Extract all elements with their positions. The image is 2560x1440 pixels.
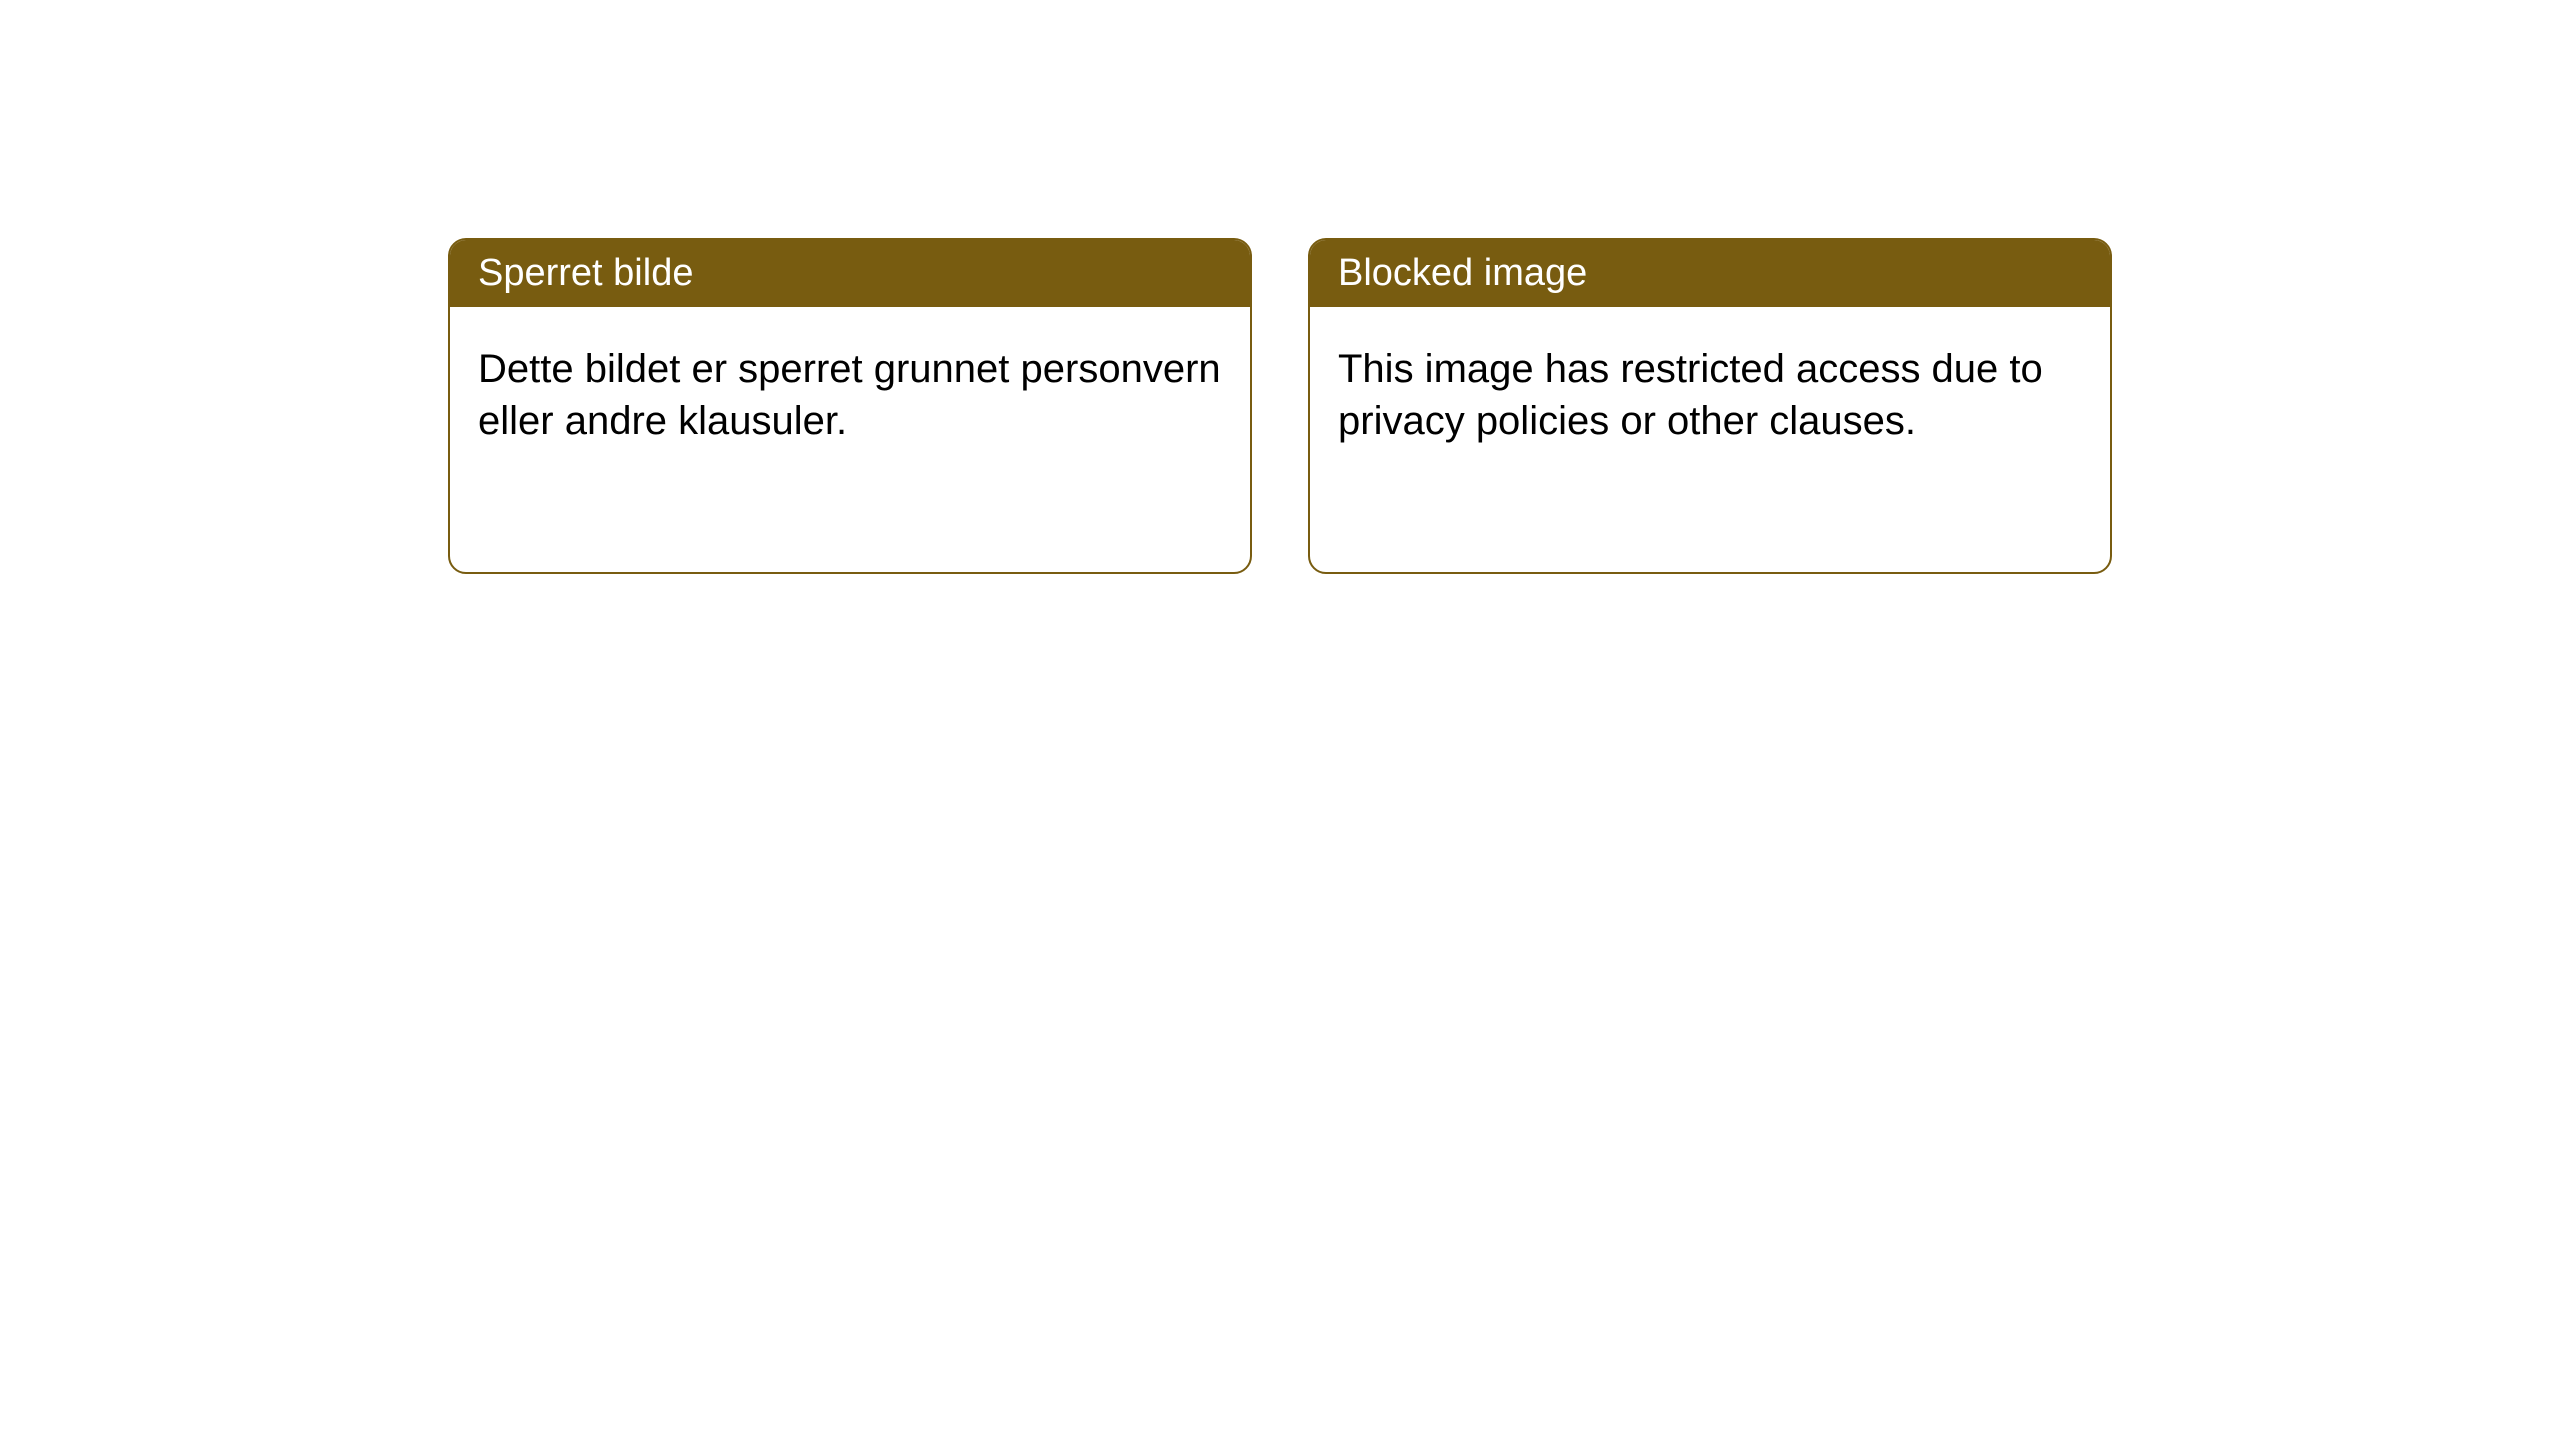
notice-title: Sperret bilde bbox=[478, 252, 693, 294]
notice-header: Sperret bilde bbox=[450, 240, 1250, 307]
notice-text: This image has restricted access due to … bbox=[1338, 347, 2043, 443]
notice-title: Blocked image bbox=[1338, 252, 1587, 294]
notice-body: Dette bildet er sperret grunnet personve… bbox=[450, 307, 1250, 483]
notice-card-english: Blocked image This image has restricted … bbox=[1308, 238, 2112, 574]
notice-container: Sperret bilde Dette bildet er sperret gr… bbox=[0, 0, 2560, 574]
notice-card-norwegian: Sperret bilde Dette bildet er sperret gr… bbox=[448, 238, 1252, 574]
notice-body: This image has restricted access due to … bbox=[1310, 307, 2110, 483]
notice-header: Blocked image bbox=[1310, 240, 2110, 307]
notice-text: Dette bildet er sperret grunnet personve… bbox=[478, 347, 1221, 443]
